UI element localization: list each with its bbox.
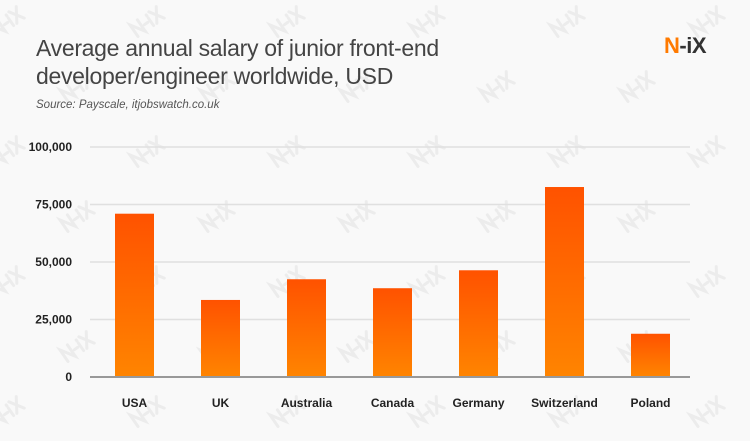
bar-usa: [115, 213, 154, 376]
x-tick-label: UK: [212, 396, 230, 410]
y-tick-label: 0: [65, 370, 72, 384]
bars: [115, 187, 670, 376]
x-tick-label: Poland: [630, 396, 670, 410]
title-line-1: Average annual salary of junior front-en…: [36, 35, 439, 61]
x-tick-label: Canada: [371, 396, 415, 410]
logo-rest: -iX: [679, 33, 707, 58]
title-line-2: developer/engineer worldwide, USD: [36, 63, 394, 89]
x-tick-label: Australia: [281, 396, 333, 410]
bar-switzerland: [545, 187, 584, 376]
bar-poland: [631, 333, 670, 376]
y-tick-label: 25,000: [35, 313, 72, 327]
x-tick-label: USA: [122, 396, 148, 410]
x-tick-label: Germany: [452, 396, 504, 410]
source-note: Source: Payscale, itjobswatch.co.uk: [36, 99, 220, 111]
bar-uk: [201, 299, 240, 376]
bar-canada: [373, 288, 412, 376]
x-tick-label: Switzerland: [531, 396, 598, 410]
logo-n: N: [664, 33, 680, 58]
tick-labels: 0 25,000 50,000 75,000 100,000 USA UK Australia…: [29, 140, 671, 410]
y-tick-label: 50,000: [35, 255, 72, 269]
n-ix-logo: N-iX: [664, 33, 707, 59]
bar-australia: [287, 279, 326, 376]
chart-title: Average annual salary of junior front-en…: [36, 34, 596, 90]
bar-germany: [459, 270, 498, 376]
y-tick-label: 100,000: [29, 140, 73, 154]
y-tick-label: 75,000: [35, 198, 72, 212]
